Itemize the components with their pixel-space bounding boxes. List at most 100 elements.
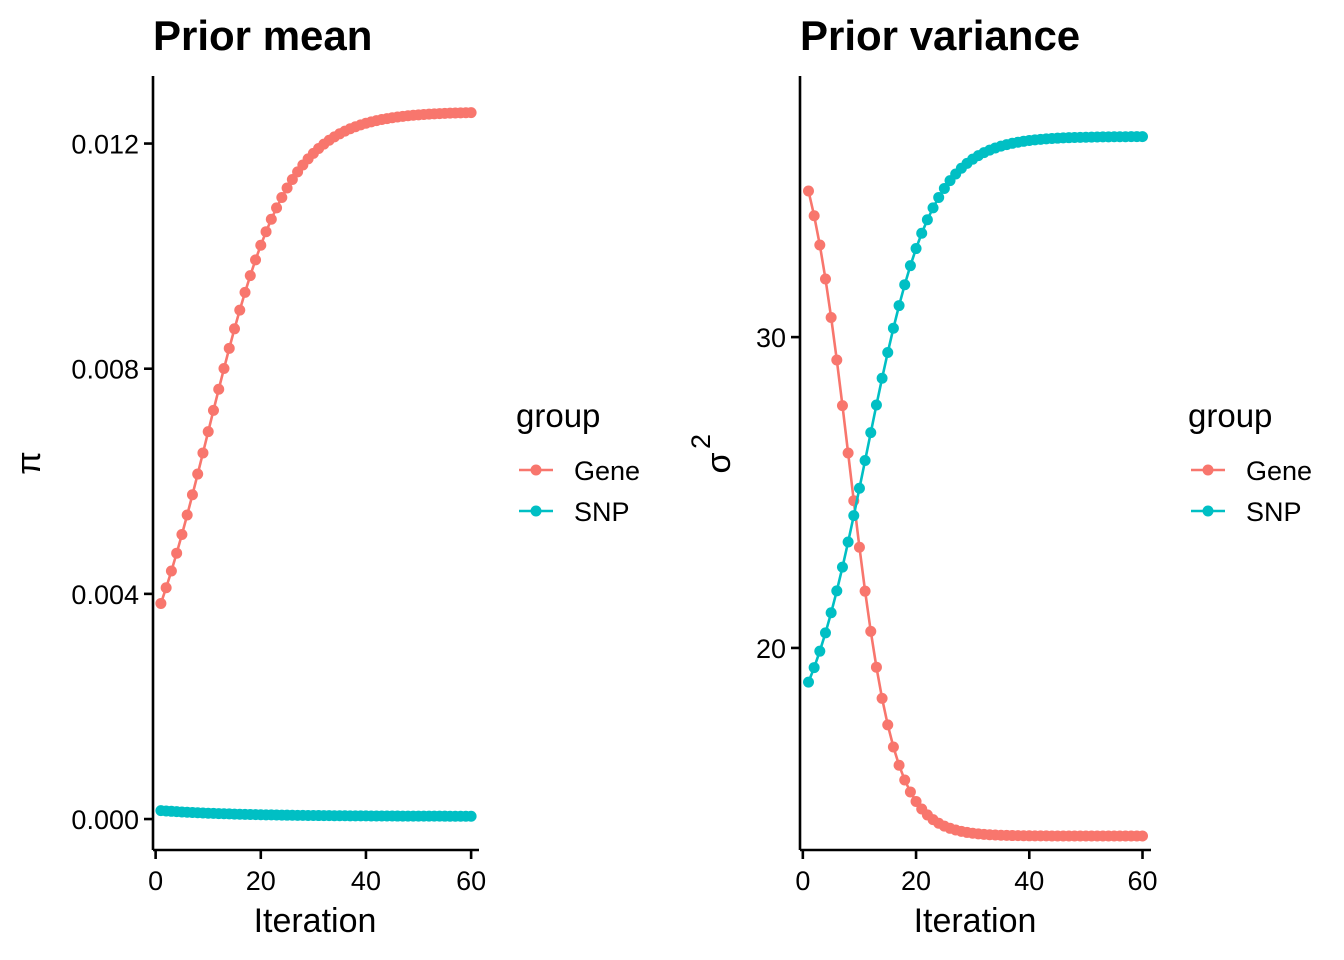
data-point — [904, 260, 916, 272]
y-axis-title: σ — [700, 452, 738, 473]
legend-key-point — [530, 505, 542, 517]
data-point — [155, 597, 167, 609]
series-gene — [155, 107, 477, 609]
data-point — [229, 323, 240, 335]
y-tick-label: 0.000 — [71, 805, 139, 835]
legend-key-point — [530, 464, 542, 476]
data-point — [831, 585, 843, 597]
data-point — [819, 273, 831, 285]
data-point — [250, 254, 262, 266]
x-axis-title: Iteration — [254, 902, 377, 940]
data-point — [876, 372, 888, 384]
data-point — [1137, 131, 1149, 143]
plot-area — [155, 107, 477, 822]
y-axis-title: π — [10, 451, 48, 474]
series-gene — [802, 185, 1149, 842]
data-point — [202, 426, 214, 438]
data-point — [887, 322, 899, 334]
x-axis-ticks: 0 20 40 60 — [148, 850, 486, 896]
data-point — [910, 795, 922, 807]
chart-title: Prior mean — [153, 12, 372, 59]
x-tick-label: 60 — [1127, 866, 1157, 896]
data-point — [244, 270, 256, 282]
data-point — [181, 509, 193, 521]
data-point — [234, 304, 246, 316]
x-tick-label: 40 — [351, 866, 381, 896]
series-line-snp — [807, 135, 1143, 683]
data-point — [276, 191, 288, 203]
data-point — [825, 607, 837, 619]
x-tick-label: 0 — [795, 866, 810, 896]
data-point — [260, 226, 272, 238]
y-axis-title-superscript: 2 — [686, 434, 716, 449]
x-axis-title: Iteration — [914, 902, 1037, 940]
data-point — [213, 383, 225, 395]
data-point — [171, 547, 183, 559]
data-point — [814, 239, 826, 251]
legend-key-snp — [519, 505, 553, 517]
x-tick-label: 60 — [456, 866, 486, 896]
y-tick-label: 30 — [756, 323, 786, 353]
data-point — [207, 404, 219, 416]
data-point — [802, 185, 814, 197]
x-tick-label: 40 — [1014, 866, 1044, 896]
data-point — [239, 286, 251, 298]
legend-title: group — [516, 397, 600, 434]
data-point — [160, 582, 172, 594]
series-snp — [155, 805, 477, 822]
legend: group Gene SNP — [516, 397, 640, 527]
chart-title: Prior variance — [800, 12, 1080, 59]
data-point — [859, 454, 871, 466]
data-point — [192, 468, 204, 480]
legend-label-gene: Gene — [574, 456, 640, 486]
data-point — [927, 202, 939, 214]
y-tick-label: 0.012 — [71, 130, 139, 160]
data-point — [814, 645, 826, 657]
data-point — [842, 447, 854, 459]
data-point — [933, 191, 945, 203]
data-point — [938, 182, 950, 194]
data-point — [848, 510, 860, 522]
x-axis-ticks: 0 20 40 60 — [795, 850, 1158, 896]
data-point — [271, 202, 283, 214]
legend-label-snp: SNP — [1246, 497, 1302, 527]
legend-title: group — [1188, 397, 1272, 434]
data-point — [831, 354, 843, 366]
legend-label-snp: SNP — [574, 497, 630, 527]
data-point — [465, 107, 477, 119]
data-point — [186, 489, 198, 501]
data-point — [870, 399, 882, 411]
data-point — [281, 182, 293, 194]
data-point — [819, 627, 831, 639]
data-point — [465, 810, 477, 822]
y-tick-label: 0.004 — [71, 580, 139, 610]
legend-key-gene — [519, 464, 553, 476]
data-point — [218, 363, 230, 375]
data-point — [255, 239, 267, 251]
data-point — [887, 741, 899, 753]
x-tick-label: 20 — [246, 866, 276, 896]
legend-key-point — [1202, 464, 1214, 476]
data-point — [893, 300, 905, 312]
data-point — [882, 347, 894, 359]
data-point — [899, 774, 911, 786]
data-point — [870, 661, 882, 673]
plot-area — [802, 131, 1149, 842]
data-point — [808, 210, 820, 222]
y-tick-label: 20 — [756, 634, 786, 664]
data-point — [842, 536, 854, 548]
series-line-gene — [159, 111, 472, 604]
data-point — [853, 482, 865, 494]
data-point — [876, 692, 888, 704]
y-axis-title-group: σ 2 — [686, 434, 738, 474]
legend-key-point — [1202, 505, 1214, 517]
data-point — [808, 662, 820, 674]
data-point — [882, 719, 894, 731]
x-tick-label: 0 — [148, 866, 163, 896]
data-point — [921, 214, 933, 226]
legend-key-snp — [1191, 505, 1225, 517]
